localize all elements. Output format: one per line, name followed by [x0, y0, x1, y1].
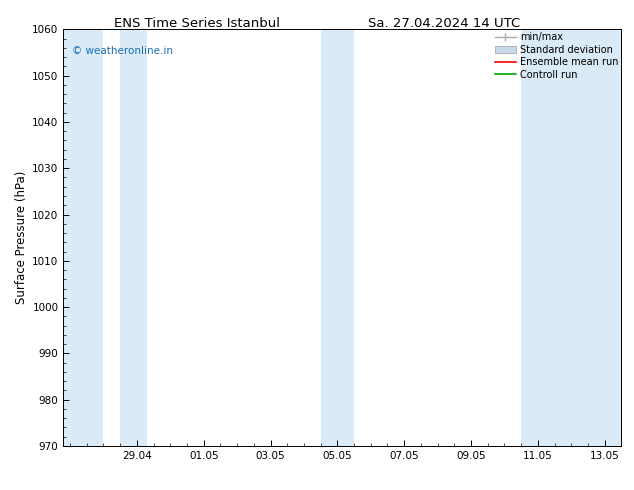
Legend: min/max, Standard deviation, Ensemble mean run, Controll run: min/max, Standard deviation, Ensemble me…: [493, 30, 620, 81]
Text: ENS Time Series Istanbul: ENS Time Series Istanbul: [113, 17, 280, 30]
Bar: [120, 29, 147, 446]
Bar: [521, 29, 621, 446]
Text: Sa. 27.04.2024 14 UTC: Sa. 27.04.2024 14 UTC: [368, 17, 520, 30]
Bar: [63, 29, 103, 446]
Text: © weatheronline.in: © weatheronline.in: [72, 46, 173, 56]
Bar: [321, 29, 354, 446]
Y-axis label: Surface Pressure (hPa): Surface Pressure (hPa): [15, 171, 28, 304]
Title: ENS Time Series Istanbul      Sa. 27.04.2024 14 UTC: ENS Time Series Istanbul Sa. 27.04.2024 …: [0, 489, 1, 490]
